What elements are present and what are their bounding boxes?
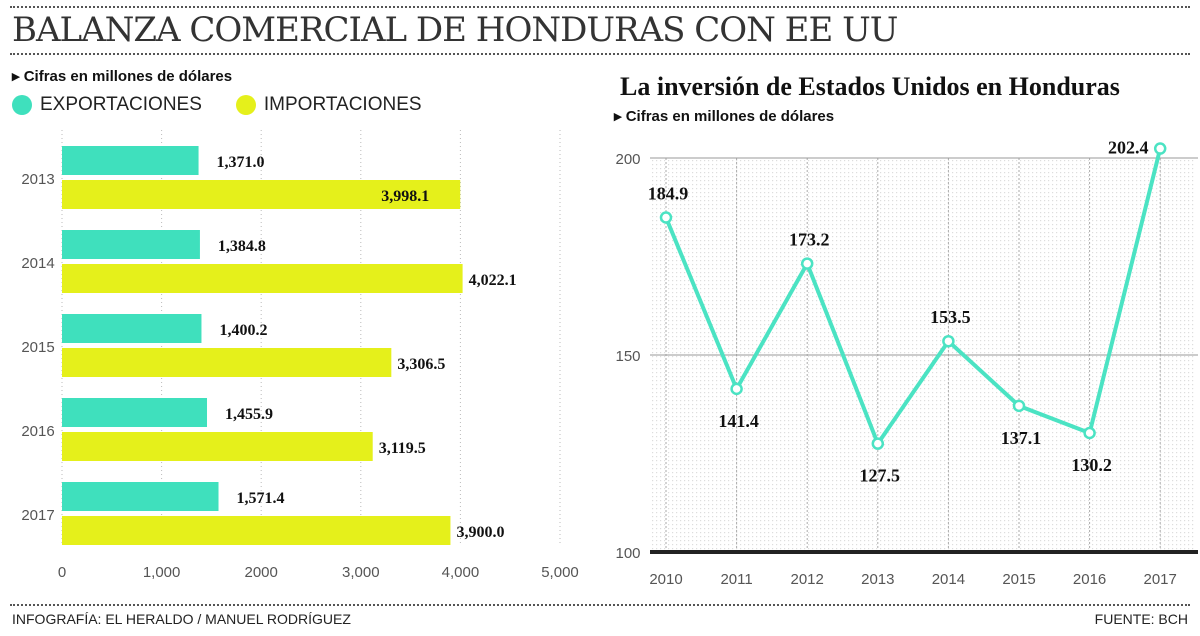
x-tick-label: 4,000 [442,564,480,581]
x-tick-label: 3,000 [342,564,380,581]
data-point [800,257,814,270]
import-bar [62,180,461,209]
y-category-label: 2016 [21,423,54,440]
import-value-label: 3,900.0 [456,524,504,541]
data-point [942,334,955,348]
y-tick-label: 100 [615,545,640,562]
source: FUENTE: BCH [1094,611,1188,627]
data-label: 137.1 [1001,428,1042,448]
data-point [1012,399,1026,413]
export-value-label: 1,400.2 [219,322,267,339]
data-label: 153.5 [930,307,971,327]
page-title: BALANZA COMERCIAL DE HONDURAS CON EE UU [12,10,898,50]
export-bar [62,314,202,343]
x-tick-label: 2012 [791,571,824,588]
x-tick-label: 2015 [1002,571,1035,588]
data-label: 141.4 [718,411,759,431]
data-point [1083,426,1096,440]
footer-divider [10,604,1190,606]
import-value-label: 4,022.1 [469,272,517,289]
export-value-label: 1,571.4 [237,490,285,507]
data-label: 127.5 [860,466,901,486]
title-divider [10,53,1190,55]
x-tick-label: 2016 [1073,571,1106,588]
imports-swatch [235,95,256,115]
exports-swatch [12,95,32,115]
export-value-label: 1,371.0 [217,154,265,171]
y-tick-label: 200 [615,151,640,168]
y-category-label: 2014 [21,255,54,272]
data-point [659,211,673,224]
x-tick-label: 5,000 [541,564,579,581]
legend-imports: IMPORTACIONES [263,94,422,115]
legend: EXPORTACIONES IMPORTACIONES [12,94,422,116]
data-point [1153,142,1167,155]
right-subtitle-text: Cifras en millones de dólares [625,108,835,125]
left-subtitle-text: Cifras en millones de dólares [23,68,233,85]
export-bar [62,230,200,259]
import-bar [62,432,373,461]
investment-line [664,148,1163,446]
import-value-label: 3,306.5 [397,356,445,373]
legend-exports: EXPORTACIONES [40,94,202,115]
right-subtitle: ▸ Cifras en millones de dólares [614,108,835,125]
x-tick-label: 2013 [861,571,894,588]
x-tick-label: 0 [58,564,66,581]
right-chart-title: La inversión de Estados Unidos en Hondur… [620,72,1120,101]
import-bar [62,348,392,377]
credit: INFOGRAFÍA: EL HERALDO / MANUEL RODRÍGUE… [12,611,351,627]
x-tick-label: 2011 [720,571,752,588]
y-category-label: 2013 [21,171,54,188]
top-divider [10,6,1190,8]
y-category-label: 2015 [21,339,54,356]
import-bar [62,264,463,293]
x-tick-label: 2010 [649,571,682,588]
y-category-label: 2017 [21,507,54,524]
x-tick-label: 2000 [245,564,278,581]
left-subtitle: ▸ Cifras en millones de dólares [12,68,233,85]
export-value-label: 1,384.8 [218,238,266,255]
x-tick-label: 2014 [932,571,965,588]
export-bar [62,146,199,175]
x-tick-label: 2017 [1144,571,1177,588]
import-bar [62,516,451,545]
data-point [730,382,743,396]
export-value-label: 1,455.9 [225,406,273,423]
data-label: 173.2 [789,230,830,250]
export-bar [62,482,219,511]
import-value-label: 3,119.5 [379,440,426,457]
x-tick-label: 1,000 [143,564,181,581]
data-label: 184.9 [648,183,689,203]
data-label: 130.2 [1071,455,1112,475]
export-bar [62,398,208,427]
y-tick-label: 150 [615,348,640,365]
import-value-label: 3,998.1 [381,188,429,205]
data-label: 202.4 [1108,138,1149,158]
data-point [871,437,885,450]
